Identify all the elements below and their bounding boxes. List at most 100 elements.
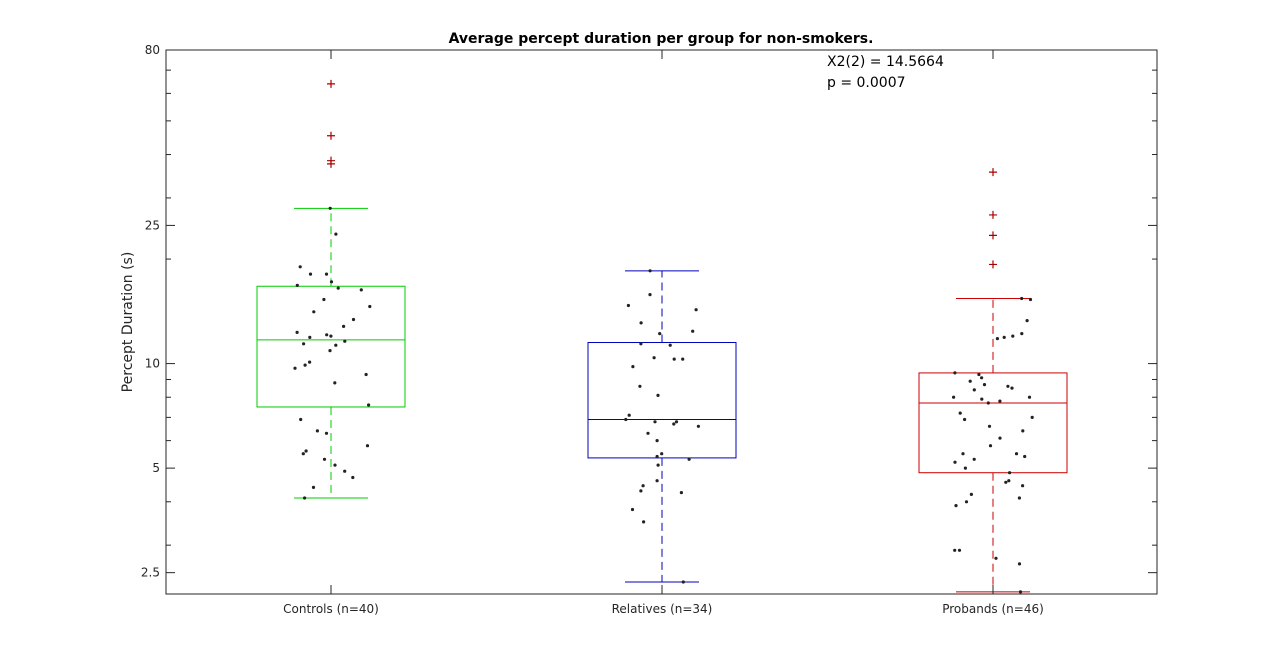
data-point (322, 457, 327, 461)
data-point (691, 329, 695, 333)
data-point (648, 269, 652, 273)
data-point (1023, 454, 1027, 459)
data-point (299, 417, 303, 422)
data-point (953, 548, 957, 552)
data-point (660, 452, 664, 456)
data-point (1018, 590, 1023, 594)
data-point (953, 371, 957, 375)
data-point (1030, 415, 1034, 419)
data-point (672, 422, 676, 426)
data-point (295, 330, 299, 334)
data-point (1027, 395, 1032, 399)
data-point (988, 444, 993, 448)
outlier-marker (327, 79, 335, 88)
data-point (336, 286, 340, 290)
y-tick-label: 25 (145, 218, 160, 232)
data-point (696, 424, 701, 428)
data-point (674, 420, 679, 424)
data-point (1020, 296, 1024, 301)
data-point (639, 342, 643, 346)
data-point (1006, 384, 1010, 388)
data-point (1014, 452, 1019, 456)
box-iqr (918, 372, 1068, 474)
data-point (648, 293, 652, 297)
data-point (687, 457, 691, 461)
data-point (1017, 496, 1022, 500)
data-point (952, 395, 956, 399)
data-point (1010, 386, 1014, 390)
outlier-marker (989, 168, 997, 177)
y-tick-label: 2.5 (141, 566, 160, 580)
data-point (303, 363, 307, 367)
data-point (365, 444, 370, 448)
data-point (304, 449, 308, 453)
data-point (315, 429, 319, 433)
data-point (303, 496, 307, 500)
data-point (653, 420, 657, 424)
data-point (972, 457, 976, 461)
data-point (964, 500, 969, 504)
data-point (1028, 297, 1033, 302)
data-point (364, 372, 368, 377)
data-point (333, 381, 337, 385)
data-point (1025, 319, 1029, 323)
data-point (312, 310, 316, 314)
data-point (655, 439, 659, 443)
data-point (641, 484, 645, 488)
chart-marks (256, 79, 1068, 594)
data-point (311, 485, 316, 489)
y-axis-label: Percept Duration (s) (120, 252, 136, 393)
box-group-2 (587, 269, 737, 584)
data-point (295, 283, 299, 287)
data-point (1004, 480, 1008, 484)
data-point (322, 297, 326, 302)
data-point (987, 424, 992, 428)
data-point (995, 337, 1000, 341)
box-iqr (587, 342, 737, 459)
data-point (1021, 429, 1025, 433)
data-point (998, 399, 1002, 403)
data-point (639, 489, 643, 493)
y-tick-label: 5 (152, 461, 160, 475)
data-point (980, 376, 984, 380)
data-point (656, 393, 660, 397)
x-tick-label: Probands (n=46) (942, 602, 1044, 616)
data-point (639, 321, 643, 325)
y-tick-label: 80 (145, 43, 160, 57)
data-point (986, 401, 990, 405)
data-point (308, 335, 312, 339)
data-point (957, 548, 962, 552)
data-point (982, 383, 987, 387)
data-point (963, 417, 967, 422)
data-point (961, 452, 965, 456)
data-point (342, 324, 346, 328)
data-point (1008, 471, 1012, 475)
box-group-1 (256, 79, 406, 500)
data-point (343, 469, 347, 473)
data-point (351, 475, 355, 480)
data-point (638, 384, 642, 388)
data-point (681, 580, 685, 584)
data-point (367, 403, 371, 407)
data-point (642, 520, 646, 524)
outlier-marker (327, 156, 335, 165)
data-point (329, 334, 333, 338)
data-point (329, 280, 334, 284)
data-point (630, 507, 635, 512)
data-point (308, 360, 312, 364)
data-point (325, 333, 329, 337)
data-point (994, 556, 998, 560)
outlier-marker (989, 260, 997, 269)
data-point (1007, 479, 1011, 483)
data-point (672, 357, 676, 361)
data-point (658, 332, 662, 336)
x-tick-label: Relatives (n=34) (612, 602, 713, 616)
data-point (969, 492, 974, 496)
data-point (646, 431, 650, 435)
data-point (343, 339, 347, 343)
data-point (324, 272, 329, 276)
data-point (977, 372, 981, 377)
data-point (655, 479, 659, 483)
p-value-annotation: p = 0.0007 (827, 75, 906, 91)
